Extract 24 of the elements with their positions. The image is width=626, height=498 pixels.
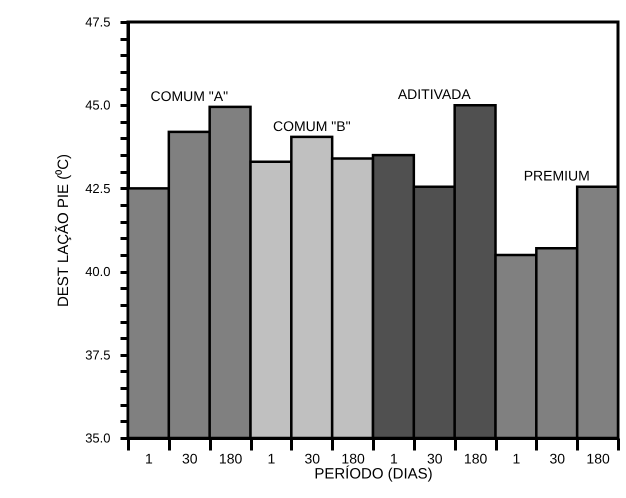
x-tick-label: 180 [586, 450, 610, 466]
x-tick-label: 1 [390, 450, 398, 466]
x-tick-label: 180 [218, 450, 242, 466]
x-tick-label: 30 [304, 450, 320, 466]
y-tick-label: 35.0 [85, 430, 110, 446]
y-tick-label: 40.0 [85, 264, 110, 280]
y-axis-title: DEST LAÇÃO PIE (⁰C) [54, 154, 72, 308]
x-tick-label: 30 [426, 450, 443, 466]
y-tick-label: 42.5 [85, 180, 110, 196]
y-tick-label: 47.5 [85, 14, 110, 30]
x-tick-label: 30 [549, 450, 566, 466]
x-tick-label: 30 [182, 450, 198, 466]
annotation: COMUM "B" [272, 118, 351, 134]
x-tick-label: 180 [464, 450, 488, 466]
x-tick-label: 1 [512, 450, 521, 466]
y-tick-label: 37.5 [85, 347, 110, 362]
x-tick-label: 1 [268, 450, 276, 466]
annotation: ADITIVADA [398, 86, 472, 102]
x-axis-title: PERÍODO (DIAS) [314, 464, 433, 482]
annotation: PREMIUM [524, 168, 590, 184]
annotation: COMUM "A" [150, 88, 228, 104]
x-tick-label: 180 [341, 450, 365, 466]
x-tick-label: 1 [145, 450, 154, 466]
y-tick-label: 45.0 [85, 98, 110, 113]
